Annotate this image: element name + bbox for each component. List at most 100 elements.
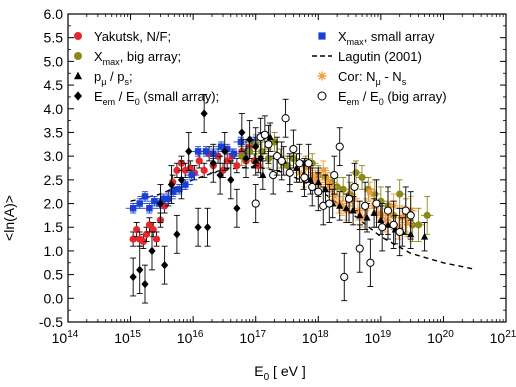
point-xmax_small: [237, 138, 245, 146]
legend-item-cor: Cor: Nμ - Ns: [317, 69, 407, 87]
point-eem_small: [136, 265, 144, 275]
y-tick-label: 1.5: [44, 219, 64, 235]
y-tick-label: 4.5: [44, 77, 64, 93]
y-tick-label: 6.0: [44, 6, 64, 22]
x-tick-label-exp: 21: [505, 329, 516, 340]
point-eem_big: [350, 182, 359, 192]
y-tick-label: 0.0: [44, 290, 64, 306]
x-tick-label-exp: 19: [380, 329, 392, 340]
point-eem_small: [177, 175, 186, 184]
legend-label-part: E: [94, 89, 103, 104]
y-tick-label: -0.5: [39, 314, 63, 330]
y-tick-label: 3.0: [44, 148, 64, 164]
point-eem_small: [185, 147, 193, 156]
point-eem_big: [401, 206, 410, 215]
point-eem_small: [221, 147, 229, 156]
point-pmu: [349, 206, 357, 214]
point-eem_small: [167, 180, 176, 189]
series-eem_small: [129, 94, 265, 304]
point-xmax_big: [396, 190, 404, 198]
point-pmu: [377, 216, 385, 224]
x-axis-label-unit: [ eV ]: [273, 363, 306, 379]
point-eem_big: [406, 211, 415, 220]
lagutin-curve: [130, 165, 474, 270]
y-tick-label: 5.0: [44, 53, 64, 69]
legend-marker-cor: [317, 71, 327, 81]
x-tick-label-exp: 14: [67, 329, 79, 340]
legend-label-part: Yakutsk, N/F;: [94, 29, 171, 44]
point-eem_big: [314, 187, 323, 196]
point-cor: [349, 194, 358, 203]
point-yakutsk: [149, 226, 157, 234]
y-tick-label: 0.5: [44, 267, 64, 283]
point-yakutsk: [133, 226, 141, 234]
point-yakutsk: [129, 235, 137, 243]
legend-label-part: / E: [115, 89, 135, 104]
legend-label-part: μ: [376, 77, 381, 87]
x-tick-label-base: 10: [52, 330, 68, 346]
legend-item-eem_small: Eem / E0 (small array);: [74, 89, 219, 107]
point-eem_small: [161, 260, 169, 270]
x-tick-label: 1018: [302, 329, 329, 346]
legend-label-part: E: [338, 89, 347, 104]
point-eem_big: [264, 140, 273, 149]
point-cor: [334, 199, 343, 208]
y-tick-label: 3.5: [44, 124, 64, 140]
point-xmax_big: [414, 221, 423, 229]
point-eem_big: [285, 168, 294, 177]
point-cor: [326, 182, 336, 192]
point-xmax_small: [188, 171, 195, 179]
legend-label-part: (small array);: [140, 89, 219, 104]
legend-label-part: X: [94, 49, 103, 64]
point-eem_small: [242, 154, 250, 163]
legend-label-part: - N: [381, 69, 402, 84]
point-yakutsk: [223, 157, 231, 165]
point-eem_small: [233, 204, 241, 213]
legend-label-part: (big array): [384, 89, 447, 104]
point-eem_big: [389, 220, 398, 229]
point-xmax_small: [217, 143, 225, 150]
legend: Yakutsk, N/F;Xmax, big array;pμ / ps;Eem…: [74, 29, 447, 107]
legend-label-part: μ: [101, 77, 106, 87]
point-xmax_small: [223, 145, 231, 153]
y-tick-label: 5.5: [44, 30, 64, 46]
legend-item-lagutin: Lagutin (2001): [312, 49, 422, 64]
point-xmax_small: [194, 148, 202, 155]
legend-label-part: max: [347, 37, 365, 47]
point-eem_big: [395, 227, 404, 237]
legend-label-part: , small array: [364, 29, 435, 44]
legend-label-part: / E: [359, 89, 379, 104]
point-cor: [353, 206, 363, 215]
y-tick-label: 4.0: [44, 101, 64, 117]
legend-label-eem_small: Eem / E0 (small array);: [94, 89, 219, 107]
point-pmu: [342, 204, 350, 212]
point-eem_big: [355, 244, 364, 253]
legend-label-part: ;: [129, 69, 133, 84]
point-cor: [394, 223, 403, 232]
x-tick-label: 1019: [365, 329, 392, 346]
point-eem_small: [200, 109, 208, 118]
point-eem_small: [238, 128, 246, 137]
point-cor: [373, 208, 383, 218]
point-cor: [323, 178, 332, 187]
legend-label-part: p: [94, 69, 101, 84]
legend-marker-eem_big: [317, 91, 327, 101]
point-cor: [319, 166, 328, 175]
legend-marker-eem_small: [74, 91, 82, 101]
point-xmax_big: [258, 147, 266, 156]
legend-marker-xmax_small: [318, 32, 326, 40]
legend-label-part: max: [103, 57, 121, 67]
point-xmax_big: [283, 162, 291, 170]
point-pmu: [420, 232, 429, 240]
point-cor: [311, 175, 320, 185]
point-xmax_big: [358, 173, 366, 182]
point-pmu: [336, 201, 344, 209]
legend-label-eem_big: Eem / E0 (big array): [338, 89, 447, 107]
point-xmax_small: [202, 148, 210, 155]
legend-marker-yakutsk: [74, 32, 82, 40]
legend-item-yakutsk: Yakutsk, N/F;: [74, 29, 171, 44]
point-eem_big: [335, 142, 344, 151]
legend-label-lagutin: Lagutin (2001): [338, 49, 422, 64]
point-eem_small: [246, 135, 254, 144]
